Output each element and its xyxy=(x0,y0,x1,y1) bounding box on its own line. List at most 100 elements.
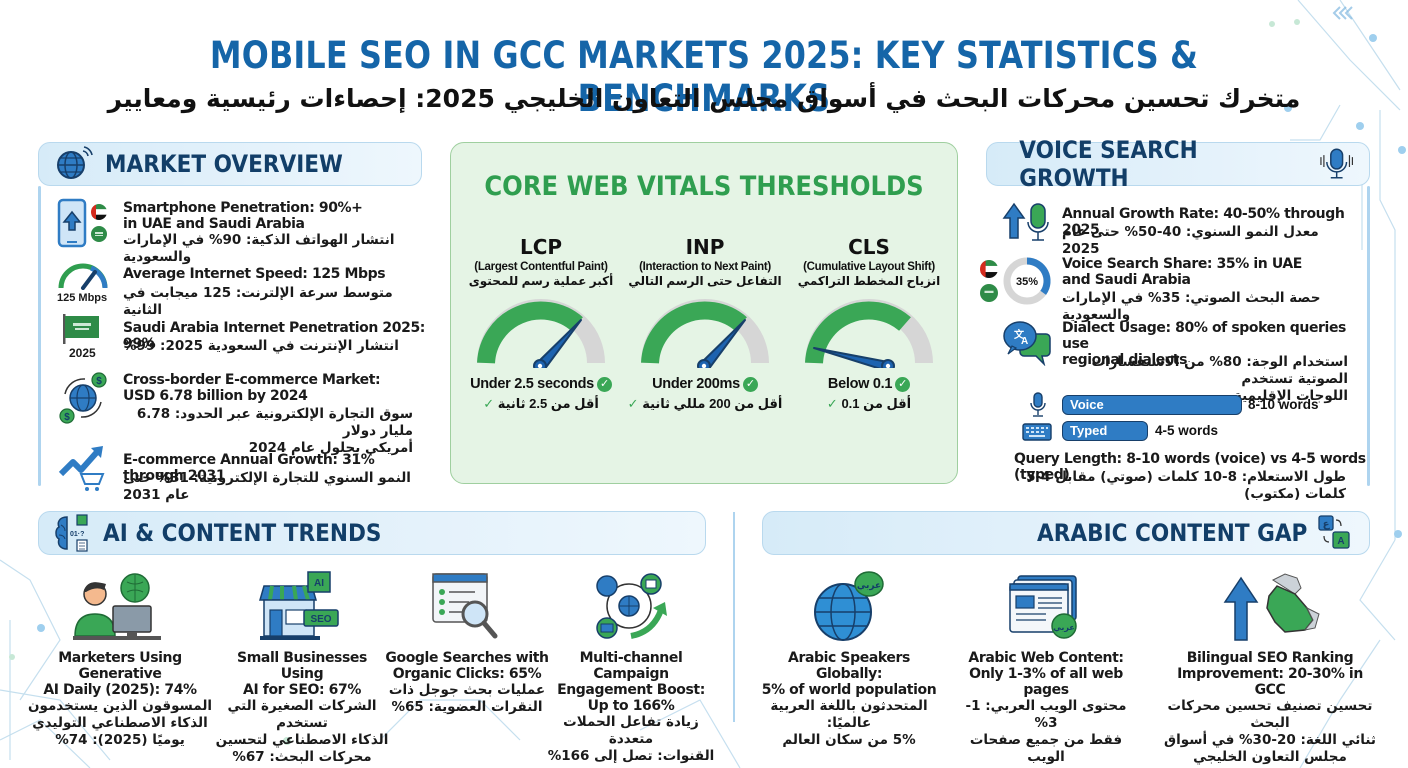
voice-share-ar: حصة البحث الصوتي: 35% في الإمارات والسعو… xyxy=(1062,290,1321,323)
multichannel-network-icon xyxy=(596,573,667,639)
voice-item-share: 35% Voice Search Share: 35% in UAE and S… xyxy=(978,254,1368,323)
web-pages-arabic-icon: عربي xyxy=(1009,575,1077,639)
globe-arabic-bubble-icon: عربي xyxy=(814,571,884,641)
metric-lcp-full: (Largest Contentful Paint) xyxy=(474,261,608,273)
check-circle-icon: ✓ xyxy=(895,377,911,392)
saudi-flag-pole-icon xyxy=(63,314,99,344)
metric-cls: CLS (Cumulative Layout Shift) انزياح الم… xyxy=(789,235,949,412)
marketers-en: Marketers Using Generative AI Daily (202… xyxy=(43,650,197,698)
internet-speed-ar: متوسط سرعة الإلترنت: 125 ميجابت في الثان… xyxy=(123,285,393,318)
smartphone-penetration-en: Smartphone Penetration: 90%+ in UAE and … xyxy=(123,200,363,232)
market-item-internet-speed: 125 Mbps Average Internet Speed: 125 Mbp… xyxy=(55,258,425,318)
metric-inp-threshold: Under 200ms ✓ xyxy=(625,376,785,392)
smartphone-penetration-ar: انتشار الهواتف الذكية: 90% في الإمارات و… xyxy=(123,232,395,265)
svg-text:AI: AI xyxy=(314,578,324,589)
microphone-icon xyxy=(1030,392,1046,417)
market-item-saudi-internet: 2025 Saudi Arabia Internet Penetration 2… xyxy=(55,312,425,362)
voice-search-header: VOICE SEARCH GROWTH xyxy=(986,136,1370,192)
metric-inp-threshold-ar: أقل من 200 مللي ثانية ✓ xyxy=(627,396,783,411)
multichannel-ar: زيادة تفاعل الحملات متعددة القنوات: تصل … xyxy=(547,714,715,764)
donut-35-icon: 35% xyxy=(1003,257,1051,305)
marketers-ar: المسوقون الذين يستخدمون الذكاء الاصطناعي… xyxy=(27,698,213,748)
market-overview-header: MARKET OVERVIEW xyxy=(38,142,422,186)
metric-cls-arabic: انزياح المخطط التراكمي xyxy=(797,274,941,288)
metric-lcp-abbr: LCP xyxy=(519,235,563,259)
web-content-en: Arabic Web Content: Only 1-3% of all web… xyxy=(968,650,1124,698)
lcp-gauge-icon xyxy=(477,299,605,368)
inp-gauge-icon xyxy=(641,299,769,368)
metric-cls-abbr: CLS xyxy=(848,235,890,259)
language-swap-icon: ع A xyxy=(1318,515,1350,549)
arrow-up-microphone-icon xyxy=(1002,202,1049,241)
multichannel-en: Multi-channel Campaign Engagement Boost:… xyxy=(557,650,705,714)
check-icon: ✓ xyxy=(483,396,495,411)
svg-text:$: $ xyxy=(64,412,70,423)
metric-lcp: LCP (Largest Contentful Paint) أكبر عملي… xyxy=(461,235,621,412)
check-icon: ✓ xyxy=(627,396,639,411)
speedometer-label: 125 Mbps xyxy=(57,292,108,304)
cross-border-en: Cross-border E-commerce Market: USD 6.78… xyxy=(123,372,381,404)
search-results-magnifier-icon xyxy=(432,573,498,639)
metric-inp: INP (Interaction to Next Paint) التفاعل … xyxy=(625,235,785,412)
svg-text:文: 文 xyxy=(1014,328,1025,341)
ecommerce-growth-ar: النمو السنوي للتجارة الإلكترونية: 31% حت… xyxy=(123,470,411,503)
ai-card-marketers: Marketers Using Generative AI Daily (202… xyxy=(22,570,218,749)
growth-rate-en: Annual Growth Rate: 40-50% through 2025 xyxy=(1062,206,1345,238)
gap-card-web-content: عربي Arabic Web Content: Only 1-3% of al… xyxy=(956,570,1136,766)
core-web-vitals-panel: CORE WEB VITALS THRESHOLDS LCP (Largest … xyxy=(450,142,958,484)
growth-cart-icon xyxy=(58,446,105,491)
core-web-vitals-title: CORE WEB VITALS THRESHOLDS xyxy=(484,171,924,202)
cross-border-ar: سوق التجارة الإلكترونية عبر الحدود: 6.78… xyxy=(136,406,413,456)
metric-inp-full: (Interaction to Next Paint) xyxy=(639,261,771,273)
smartphone-upload-icon xyxy=(57,198,87,248)
speakers-ar: المتحدثون باللغة العربية عالميًا: 5% من … xyxy=(770,698,928,748)
web-content-ar: محتوى الويب العربي: 1-3% فقط من جميع صفح… xyxy=(965,698,1127,765)
market-overview-title: MARKET OVERVIEW xyxy=(105,150,343,178)
bilingual-en: Bilingual SEO Ranking Improvement: 20-30… xyxy=(1177,650,1363,698)
speakers-en: Arabic Speakers Globally: 5% of world po… xyxy=(761,650,937,698)
small-business-ar: الشركات الصغيرة التي تستخدم الذكاء الاصط… xyxy=(215,698,389,765)
saudi-flag-icon xyxy=(91,226,107,242)
gap-card-bilingual: Bilingual SEO Ranking Improvement: 20-30… xyxy=(1160,570,1380,766)
svg-text:عربي: عربي xyxy=(857,580,881,591)
page-title: MOBILE SEO IN GCC MARKETS 2025: KEY STAT… xyxy=(209,34,1199,120)
ai-card-multichannel: Multi-channel Campaign Engagement Boost:… xyxy=(546,570,716,765)
svg-text:ع: ع xyxy=(1323,519,1331,530)
query-length-en: Query Length: 8-10 words (voice) vs 4-5 … xyxy=(1014,451,1366,483)
organic-clicks-ar: عمليات بحث جوجل ذات النقرات العضوية: 65% xyxy=(388,682,546,715)
ai-trends-header: 01·? AI & CONTENT TRENDS xyxy=(38,511,706,555)
ai-trends-title: AI & CONTENT TRENDS xyxy=(103,519,382,547)
uae-flag-icon xyxy=(91,204,107,220)
metric-lcp-threshold: Under 2.5 seconds ✓ xyxy=(461,376,621,392)
metric-lcp-arabic: أكبر عملية رسم للمحتوى xyxy=(468,274,614,288)
saudi-flag-year-label: 2025 xyxy=(69,346,96,360)
market-item-cross-border: $ $ Cross-border E-commerce Market: USD … xyxy=(55,370,425,456)
internet-speed-en: Average Internet Speed: 125 Mbps xyxy=(123,266,386,282)
voice-item-dialect: 文 A Dialect Usage: 80% of spoken queries… xyxy=(1000,318,1360,404)
voice-item-growth-rate: Annual Growth Rate: 40-50% through 2025 … xyxy=(1000,200,1360,257)
query-length-ar: طول الاستعلام: 8-10 كلمات (صوتي) مقابل 4… xyxy=(1026,469,1346,502)
svg-text:A: A xyxy=(1337,536,1344,547)
metric-cls-threshold: Below 0.1 ✓ xyxy=(789,376,949,392)
check-circle-icon: ✓ xyxy=(742,377,758,392)
ai-card-organic-clicks: Google Searches with Organic Clicks: 65%… xyxy=(384,570,550,716)
metric-lcp-threshold-ar: أقل من 2.5 ثانية ✓ xyxy=(483,396,599,411)
metric-cls-threshold-ar: أقل من 0.1 ✓ xyxy=(826,396,912,411)
saudi-internet-en: Saudi Arabia Internet Penetration 2025: … xyxy=(123,320,425,352)
query-bar-typed-value: 4-5 words xyxy=(1155,423,1219,438)
arrow-up-gcc-map-icon xyxy=(1223,573,1320,641)
cls-gauge-icon xyxy=(805,299,933,368)
voice-search-title: VOICE SEARCH GROWTH xyxy=(1019,136,1198,192)
uae-flag-icon xyxy=(980,260,998,278)
check-icon: ✓ xyxy=(826,396,838,411)
donut-label: 35% xyxy=(1016,276,1038,288)
storefront-ai-seo-icon: AI SEO xyxy=(259,571,339,640)
svg-text:SEO: SEO xyxy=(310,614,331,625)
dialect-ar: استخدام الوجة: 80% من الاستفسارات الصوتي… xyxy=(1091,354,1348,404)
voice-search-rail xyxy=(1367,186,1370,486)
translate-bubbles-icon: 文 A xyxy=(1003,321,1051,366)
metric-inp-arabic: التفاعل حتى الرسم التالي xyxy=(628,274,782,288)
speedometer-icon xyxy=(58,263,108,290)
svg-text:$: $ xyxy=(96,376,102,387)
keyboard-icon xyxy=(1022,423,1052,441)
